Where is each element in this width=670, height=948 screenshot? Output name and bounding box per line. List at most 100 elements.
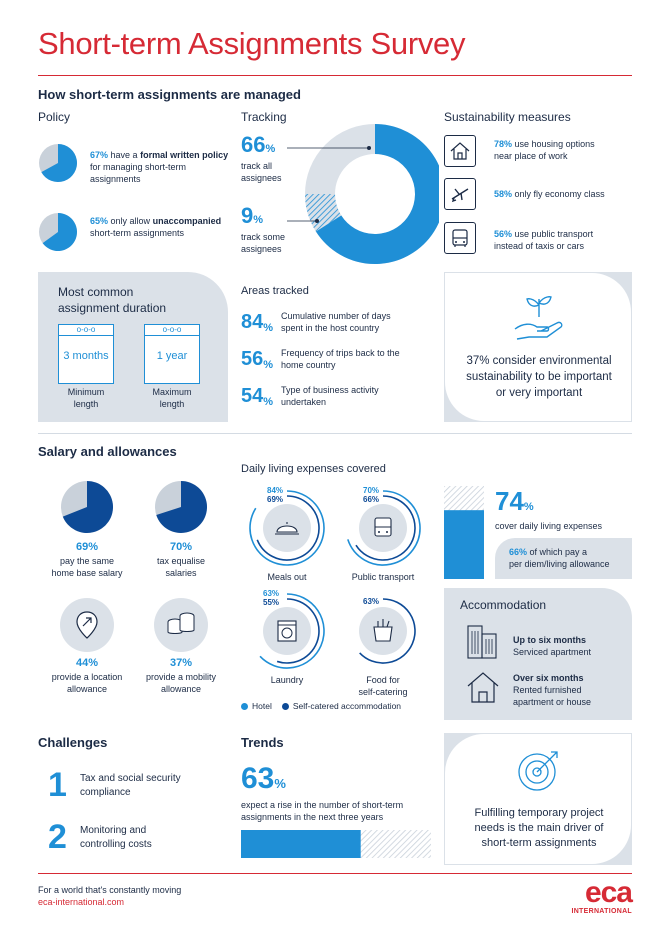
salary-pie-same: [61, 481, 113, 533]
tracking-all-stat: 66%: [241, 132, 275, 158]
meals-label: Meals out: [267, 572, 307, 582]
duration-title: Most common assignment duration: [58, 284, 166, 316]
environment-line3: or very important: [495, 387, 583, 399]
areas-days-num: 84: [241, 310, 264, 333]
salary-same-line1: pay the same: [59, 556, 115, 566]
areas-item-activity: 54% Type of business activity undertaken: [241, 384, 379, 409]
daily-legend: Hotel Self-catered accommodation: [241, 701, 401, 711]
policy-formal-text: 67% have a formal written policy for man…: [90, 149, 230, 185]
environment-text: 37% consider environmental sustainabilit…: [445, 353, 633, 401]
duration-min-value: 3: [63, 350, 70, 362]
areas-item-trips: 56% Frequency of trips back to the home c…: [241, 347, 400, 372]
trends-heading: Trends: [241, 735, 284, 750]
trends-text: expect a rise in the number of short-ter…: [241, 799, 403, 823]
environment-line2: sustainability to be important: [466, 371, 612, 383]
apartment-building-icon: [467, 625, 497, 659]
areas-activity-num: 54: [241, 384, 264, 407]
page-title: Short-term Assignments Survey: [38, 26, 466, 61]
cover-sub-line2: per diem/living allowance: [509, 559, 610, 569]
calendar-min-icon: o-o-o 3 months: [58, 324, 114, 384]
sustain-housing-line1: use housing options: [514, 139, 595, 149]
tracking-label: Tracking: [241, 110, 287, 124]
sustain-flying-pct: 58%: [494, 189, 513, 199]
tracking-all-num: 66: [241, 132, 266, 157]
sustain-housing-line2: near place of work: [494, 151, 568, 161]
eca-logo-sub: INTERNATIONAL: [571, 908, 632, 915]
duration-min-label1: Minimum: [67, 387, 105, 397]
cloche-icon: [275, 522, 299, 535]
bus-icon: [374, 517, 392, 537]
trends-bar: [241, 830, 431, 858]
policy-unacc-bold: unaccompanied: [152, 216, 222, 226]
cover-bar: [444, 486, 484, 579]
policy-unaccompanied-text: 65% only allow unaccompanied short-term …: [90, 215, 230, 239]
driver-panel: Fulfilling temporary project needs is th…: [444, 733, 632, 865]
house-icon: [444, 135, 476, 167]
cover-stat: 74%: [495, 486, 534, 517]
tracking-all-sign: %: [265, 143, 276, 155]
transport-self-pct: 66%: [363, 495, 380, 504]
duration-title-line2: assignment duration: [58, 301, 167, 315]
duration-max-label1: Maximum: [152, 387, 192, 397]
challenge-1-line1: Tax and social security: [80, 772, 181, 784]
policy-unacc-pct: 65%: [90, 216, 109, 226]
tracking-all-text: track all assignees: [241, 160, 282, 184]
trends-line1: expect a rise in the number of short-ter…: [241, 800, 404, 810]
trends-sign: %: [274, 776, 286, 791]
sustain-transport-line2: instead of taxis or cars: [494, 241, 585, 251]
salary-same-line2: home base salary: [51, 568, 123, 578]
challenge-item-1: 1 Tax and social security compliance: [48, 766, 181, 805]
areas-trips-line1: Frequency of trips back to the: [281, 348, 400, 358]
airplane-icon: [444, 178, 476, 210]
policy-pie-unaccompanied: [39, 213, 77, 251]
food-label-line1: Food for: [366, 675, 400, 685]
policy-unacc-pre: only allow: [110, 216, 151, 226]
food-label: Food for self-catering: [337, 674, 429, 698]
policy-formal-bold: formal written policy: [140, 150, 229, 160]
duration-max-value: 1: [156, 350, 163, 362]
salary-location-line1: provide a location: [51, 672, 123, 682]
salary-mobility-pct: 37%: [169, 657, 193, 669]
food-label-line2: self-catering: [358, 687, 408, 697]
cover-num: 74: [495, 486, 524, 516]
areas-trips-line2: home country: [281, 360, 336, 370]
challenge-2-line2: controlling costs: [80, 838, 152, 850]
tracking-some-line1: track some: [241, 232, 286, 242]
areas-days-line1: Cumulative number of days: [281, 311, 391, 321]
driver-line3: short-term assignments: [481, 837, 597, 849]
laundry-self-pct: 55%: [263, 598, 280, 607]
duration-max-unit: year: [165, 350, 188, 362]
transport-hotel-pct: 70%: [363, 486, 380, 495]
meals-hotel-pct: 84%: [267, 486, 284, 495]
policy-pie-formal: [39, 144, 77, 182]
tracking-some-text: track some assignees: [241, 231, 285, 255]
salary-heading: Salary and allowances: [38, 444, 177, 459]
trends-stat: 63%: [241, 762, 286, 796]
cover-sub-pct: 66%: [509, 547, 528, 557]
policy-formal-pre: have a: [110, 150, 138, 160]
salary-tax-pct: 70%: [169, 541, 193, 553]
accommodation-label: Accommodation: [460, 598, 547, 612]
footer-link[interactable]: eca-international.com: [38, 897, 125, 907]
sustain-flying-line1: only fly economy class: [514, 189, 605, 199]
driver-line1: Fulfilling temporary project: [474, 807, 604, 819]
areas-trips-num: 56: [241, 347, 264, 370]
eca-logo: eca INTERNATIONAL: [566, 878, 633, 916]
areas-label: Areas tracked: [241, 285, 309, 297]
duration-min-label: Minimum length: [58, 386, 114, 410]
daily-item-transport: 70% 66% Public transport: [337, 484, 429, 583]
meals-rings: [249, 490, 325, 566]
tracking-donut: [287, 124, 439, 264]
salary-mobility-line1: provide a mobility: [145, 672, 217, 682]
accom-item-long: Over six months Rented furnished apartme…: [513, 672, 591, 708]
accom-short-title: Up to six months: [513, 635, 587, 645]
areas-activity-sign: %: [263, 396, 274, 408]
daily-item-food: 63% Food for self-catering: [337, 587, 429, 698]
cover-sub-panel: 66% of which pay a per diem/living allow…: [495, 538, 632, 579]
food-self-pct: 63%: [363, 597, 380, 606]
transport-rings: [347, 490, 421, 566]
tracking-all-line2: assignees: [241, 173, 282, 183]
house-icon: [467, 672, 499, 703]
salary-item-tax: 70% tax equalise salaries: [134, 541, 228, 579]
daily-item-laundry: 63% 55% Laundry: [241, 587, 333, 686]
